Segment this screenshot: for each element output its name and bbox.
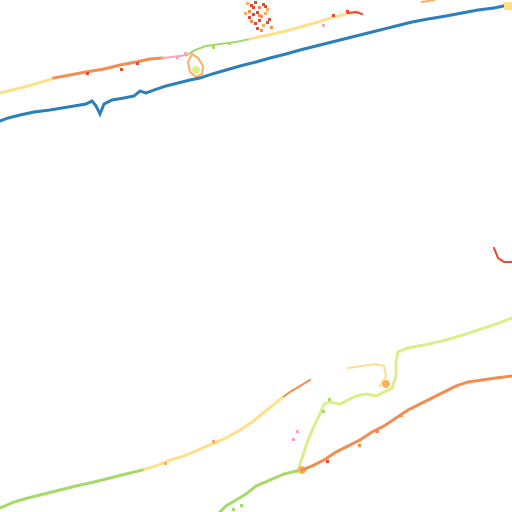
route-speck (296, 430, 299, 433)
right-red-tick-line (492, 246, 512, 263)
blue-route-line (0, 3, 510, 123)
cluster-speck (252, 13, 255, 16)
cluster-speck (264, 5, 267, 8)
cluster-speck (258, 14, 261, 17)
cluster-speck (258, 19, 261, 22)
lower-green-route-left (217, 468, 302, 512)
route-speck (184, 52, 187, 55)
cluster-speck (262, 3, 265, 6)
top-route-red-tail (346, 10, 364, 16)
route-speck (164, 462, 167, 465)
route-speck (232, 508, 235, 511)
route-speck (120, 68, 123, 71)
cluster-speck (250, 20, 253, 23)
lower-left-route-orange-top (280, 378, 312, 400)
lower-green-route (217, 316, 512, 512)
cluster-speck (260, 15, 263, 18)
route-speck (358, 444, 361, 447)
lower-left-route (0, 378, 312, 510)
route-speck (332, 14, 335, 17)
blue-route-end-marker (504, 2, 512, 10)
top-route-yellow-start (0, 76, 56, 95)
cluster-speck (250, 4, 253, 7)
top-route-green-segment (185, 37, 252, 57)
top-route-orange-segment (52, 56, 164, 80)
route-speck (322, 24, 325, 27)
cluster-speck (268, 18, 271, 21)
top-gradient-route (0, 10, 364, 95)
lower-orange-route-line (300, 374, 512, 472)
route-speck (326, 460, 329, 463)
route-speck (136, 62, 139, 65)
lower-orange-route (300, 374, 512, 472)
cluster-speck (252, 6, 255, 9)
cluster-speck (246, 2, 249, 5)
top-route-loop (186, 52, 205, 79)
route-speck (322, 410, 325, 413)
route-speck (176, 56, 179, 59)
top-route-loop-marker (192, 66, 200, 74)
route-speck (292, 438, 295, 441)
route-speck (212, 46, 215, 49)
cluster-speck (264, 12, 267, 15)
lower-route-marker (382, 380, 390, 388)
cluster-speck (248, 10, 251, 13)
cluster-speck (254, 1, 257, 4)
cluster-speck (266, 8, 269, 11)
route-speck (376, 430, 379, 433)
right-red-tick (492, 246, 512, 263)
route-speck (346, 10, 349, 13)
route-speck (240, 504, 243, 507)
lower-left-route-yellow (140, 395, 285, 472)
scatter-specks (86, 10, 403, 511)
cluster-speck (266, 21, 269, 24)
route-speck (400, 414, 403, 417)
cluster-speck (256, 27, 259, 30)
cluster-speck (262, 24, 265, 27)
cluster-speck (244, 12, 247, 15)
top-right-fragment (420, 0, 436, 4)
blue-route (0, 2, 512, 123)
cluster-speck (254, 22, 257, 25)
cluster-speck (258, 6, 261, 9)
top-route-pink-segment (160, 53, 189, 60)
lower-left-route-green (0, 468, 144, 510)
route-speck (86, 72, 89, 75)
top-right-fragment-line (420, 0, 436, 4)
route-speck (228, 42, 231, 45)
route-speck (212, 440, 215, 443)
cluster-speck (256, 11, 259, 14)
top-route-pale-segment (248, 10, 360, 41)
lower-green-route-loop (346, 362, 388, 388)
cluster-speck (260, 29, 263, 32)
cluster-speck (248, 16, 251, 19)
route-speck (328, 398, 331, 401)
cluster-speck (270, 26, 273, 29)
top-red-cluster (244, 1, 273, 32)
lower-green-route-right (296, 316, 512, 474)
